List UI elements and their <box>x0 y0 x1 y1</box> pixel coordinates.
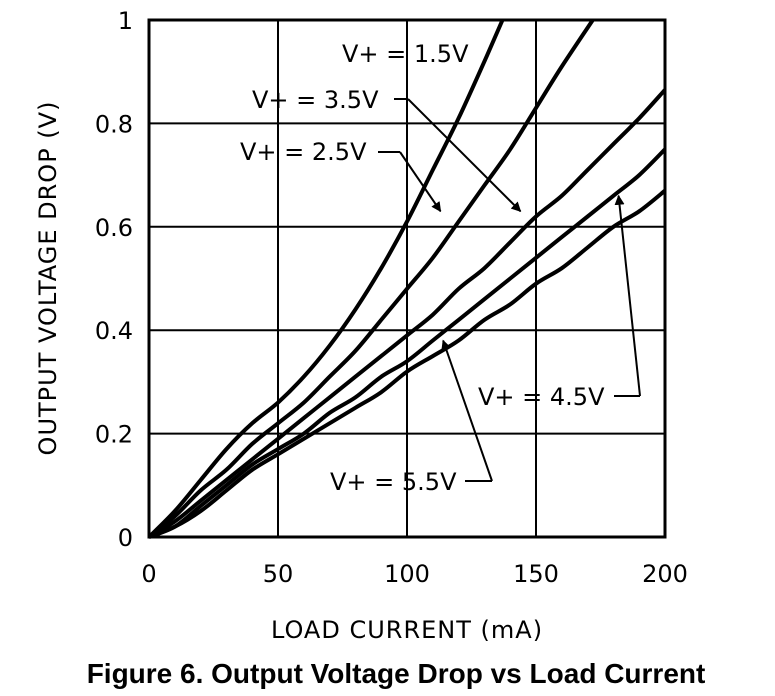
x-tick-label: 200 <box>642 560 688 588</box>
tick-labels: 0 50 100 150 200 0 0.2 0.4 0.6 0.8 1 <box>95 7 688 588</box>
y-tick-label: 1 <box>118 7 133 35</box>
x-axis-label: LOAD CURRENT (mA) <box>271 616 543 644</box>
plot-border <box>147 18 667 539</box>
series-line-0 <box>149 19 505 539</box>
plot-frame <box>147 18 667 539</box>
annotation-arrow <box>614 194 641 397</box>
grid <box>149 20 665 537</box>
y-tick-label: 0.6 <box>95 214 133 242</box>
annotation-label: V+ = 3.5V <box>252 86 379 114</box>
annotation-arrow <box>399 151 442 213</box>
series-line-3 <box>149 147 665 539</box>
y-axis-label: OUTPUT VOLTAGE DROP (V) <box>34 101 62 456</box>
annotation-label: V+ = 2.5V <box>240 138 367 166</box>
x-tick-label: 0 <box>141 560 156 588</box>
series-line-4 <box>149 189 665 539</box>
y-tick-label: 0.8 <box>95 110 133 138</box>
x-tick-label: 100 <box>384 560 430 588</box>
series-line-2 <box>149 88 665 539</box>
y-tick-label: 0 <box>118 524 133 552</box>
y-tick-label: 0.2 <box>95 421 133 449</box>
series-group <box>149 18 665 539</box>
y-tick-label: 0.4 <box>95 317 133 345</box>
annotation-label: V+ = 4.5V <box>478 383 605 411</box>
annotation-label: V+ = 5.5V <box>330 468 457 496</box>
figure-caption: Figure 6. Output Voltage Drop vs Load Cu… <box>87 658 706 689</box>
annotation-arrow <box>441 339 493 482</box>
x-tick-label: 50 <box>263 560 294 588</box>
x-tick-label: 150 <box>513 560 559 588</box>
annotation-label: V+ = 1.5V <box>342 40 469 68</box>
annotation-arrow <box>407 98 522 212</box>
series-line-1 <box>149 18 595 539</box>
annotations: V+ = 1.5V V+ = 3.5V V+ = 2.5V V+ = 4.5V V+ =… <box>240 40 641 496</box>
